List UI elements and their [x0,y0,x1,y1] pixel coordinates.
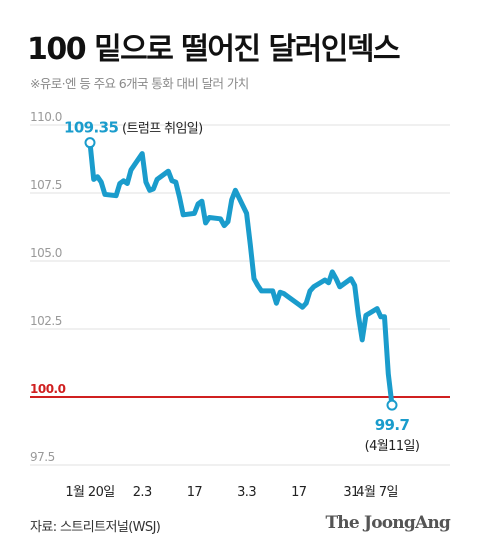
start-point-marker [84,137,96,149]
x-tick-label: 1월 20일 [65,485,114,500]
y-axis-ticks: 110.0 107.5 105.0 102.5 100.0 97.5 [30,110,66,464]
series-line [87,140,395,408]
series-group [87,140,395,408]
brand-logo: The JoongAng [325,513,450,533]
gridlines [30,124,450,466]
x-tick-label: 4월 7일 [356,485,398,500]
chart-subtitle: ※유로·엔 등 주요 6개국 통화 대비 달러 가치 [30,76,249,91]
y-tick-label: 107.5 [30,178,62,192]
y-tick-label: 97.5 [30,450,55,464]
x-tick-label: 3.3 [237,485,256,500]
end-note-label: (4월11일) [365,439,420,454]
x-tick-label: 17 [291,485,307,500]
x-tick-label: 31 [343,485,359,500]
start-note-label: (트럼프 취임일) [122,122,203,137]
y-tick-label: 105.0 [30,246,62,260]
end-value-label: 99.7 [375,416,410,434]
y-tick-label: 102.5 [30,314,62,328]
start-value-label: 109.35 [64,119,118,137]
source-note: 자료: 스트리트저널(WSJ) [30,520,161,535]
annotations: 109.35 (트럼프 취임일) 99.7 (4월11일) [64,119,420,454]
y-tick-label: 100.0 [30,382,66,396]
y-tick-label: 110.0 [30,110,62,124]
x-tick-label: 17 [187,485,203,500]
chart-title: 100 밑으로 떨어진 달러인덱스 [27,32,401,67]
x-tick-label: 2.3 [133,485,152,500]
end-point-marker [386,399,398,411]
